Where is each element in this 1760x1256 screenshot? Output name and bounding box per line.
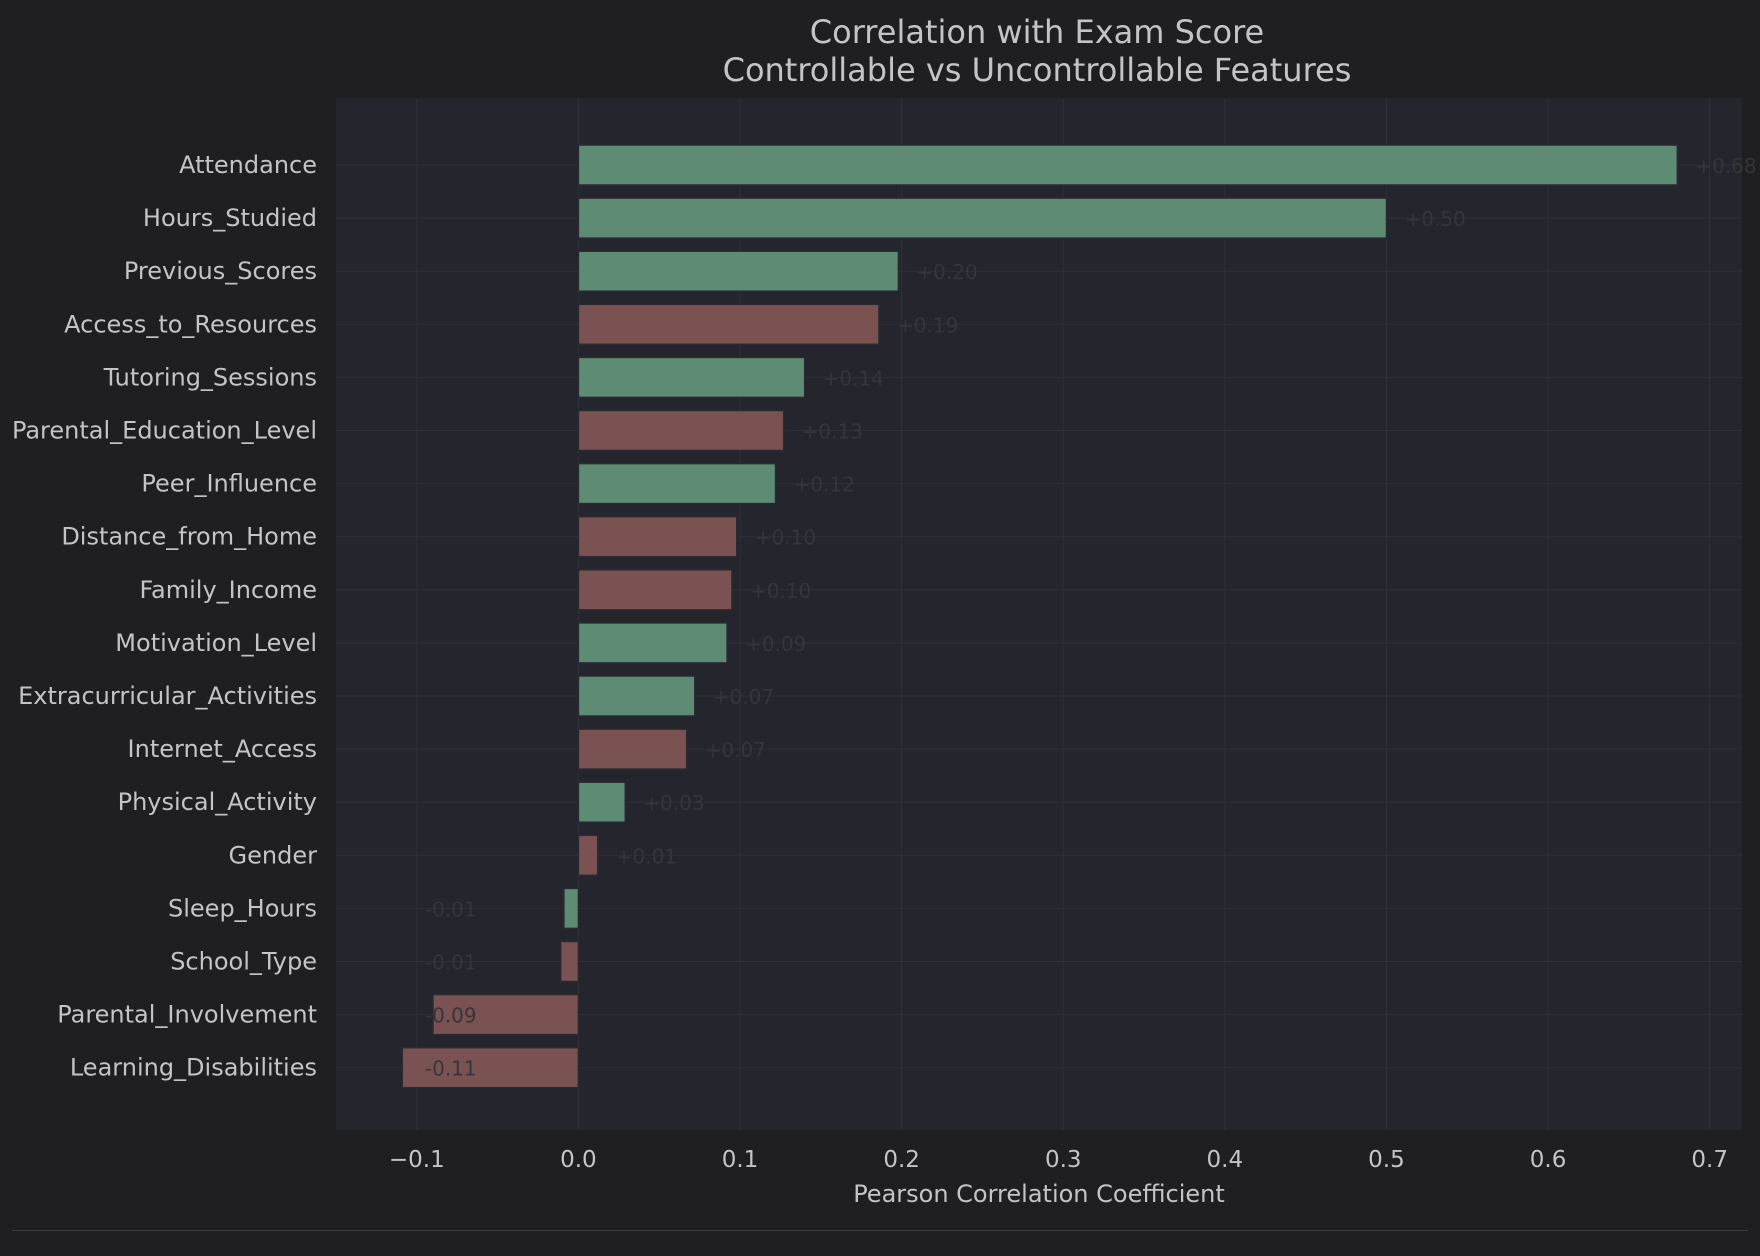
bar-value-label: +0.10 <box>750 579 811 603</box>
y-tick-label: Tutoring_Sessions <box>103 363 317 391</box>
y-tick-label: Attendance <box>179 151 317 179</box>
bar-value-label: +0.14 <box>823 366 884 390</box>
x-tick-label: 0.4 <box>1207 1147 1244 1173</box>
y-tick-label: Gender <box>229 841 318 869</box>
bar-parental-education-level <box>577 409 785 452</box>
bar-learning-disabilities <box>401 1046 580 1089</box>
bar-previous-scores <box>577 250 900 292</box>
bar-value-label: -0.11 <box>425 1057 477 1081</box>
bar-value-label: +0.03 <box>643 791 704 815</box>
y-tick-label: School_Type <box>170 948 317 976</box>
bar-parental-involvement <box>432 993 580 1036</box>
bar-school-type <box>559 940 580 983</box>
x-tick-label: 0.6 <box>1530 1147 1567 1173</box>
bar-value-label: +0.68 <box>1695 154 1756 178</box>
bar-peer-influence <box>577 462 777 505</box>
y-tick-label: Family_Income <box>139 576 317 604</box>
x-tick-labels: −0.1 0.0 0.1 0.2 0.3 0.4 0.5 0.6 0.7 <box>389 1147 1728 1173</box>
bars <box>401 144 1679 1089</box>
bar-access-to-resources <box>577 303 880 346</box>
y-tick-label: Learning_Disabilities <box>70 1054 317 1082</box>
y-tick-label: Access_to_Resources <box>64 310 317 338</box>
bar-hours-studied <box>577 197 1388 239</box>
value-labels: +0.68 +0.50 +0.20 +0.19 +0.14 +0.13 +0.12 +0.10… <box>425 154 1757 1081</box>
bar-value-label: +0.07 <box>705 738 766 762</box>
x-tick-label: 0.0 <box>560 1147 597 1173</box>
bar-value-label: +0.19 <box>897 313 958 337</box>
bar-extracurricular-activities <box>577 675 696 717</box>
bar-value-label: +0.20 <box>916 260 977 284</box>
bar-distance-from-home <box>577 515 738 558</box>
x-tick-label: −0.1 <box>389 1147 445 1173</box>
x-tick-label: 0.5 <box>1368 1147 1405 1173</box>
bar-motivation-level <box>577 622 728 664</box>
chart-subtitle: Controllable vs Uncontrollable Features <box>723 51 1352 89</box>
bar-value-label: +0.07 <box>713 685 774 709</box>
y-tick-label: Parental_Education_Level <box>12 417 317 445</box>
bar-value-label: +0.50 <box>1404 207 1465 231</box>
y-tick-label: Extracurricular_Activities <box>18 682 317 710</box>
y-tick-label: Hours_Studied <box>143 204 317 232</box>
bar-sleep-hours <box>563 887 580 930</box>
bar-gender <box>577 834 599 877</box>
bar-value-label: +0.01 <box>616 844 677 868</box>
bar-value-label: -0.09 <box>425 1004 477 1028</box>
bar-value-label: +0.13 <box>802 420 863 444</box>
bar-tutoring-sessions <box>577 356 806 399</box>
y-tick-label: Sleep_Hours <box>168 894 317 922</box>
x-axis-label: Pearson Correlation Coefficient <box>853 1180 1225 1208</box>
bar-value-label: -0.01 <box>425 897 477 921</box>
bar-physical-activity <box>577 781 627 823</box>
bar-attendance <box>577 144 1679 186</box>
y-tick-label: Previous_Scores <box>124 257 317 285</box>
y-tick-labels: Attendance Hours_Studied Previous_Scores Ac… <box>12 151 317 1082</box>
x-tick-label: 0.2 <box>883 1147 920 1173</box>
x-tick-label: 0.7 <box>1691 1147 1728 1173</box>
bottom-divider <box>12 1230 1748 1231</box>
bar-value-label: +0.09 <box>745 632 806 656</box>
plot-area <box>336 98 1742 1130</box>
y-tick-label: Peer_Influence <box>141 470 317 498</box>
bar-value-label: +0.10 <box>755 526 816 550</box>
y-tick-label: Physical_Activity <box>118 788 317 816</box>
y-tick-label: Parental_Involvement <box>57 1001 317 1029</box>
bar-internet-access <box>577 728 688 770</box>
y-tick-label: Motivation_Level <box>115 629 317 657</box>
x-tick-label: 0.1 <box>722 1147 759 1173</box>
y-tick-label: Internet_Access <box>128 735 317 763</box>
x-tick-label: 0.3 <box>1045 1147 1082 1173</box>
bar-value-label: +0.12 <box>794 473 855 497</box>
bar-value-label: -0.01 <box>425 951 477 975</box>
chart-title: Correlation with Exam Score <box>810 13 1264 51</box>
y-tick-label: Distance_from_Home <box>61 523 317 551</box>
bar-family-income <box>577 569 733 611</box>
